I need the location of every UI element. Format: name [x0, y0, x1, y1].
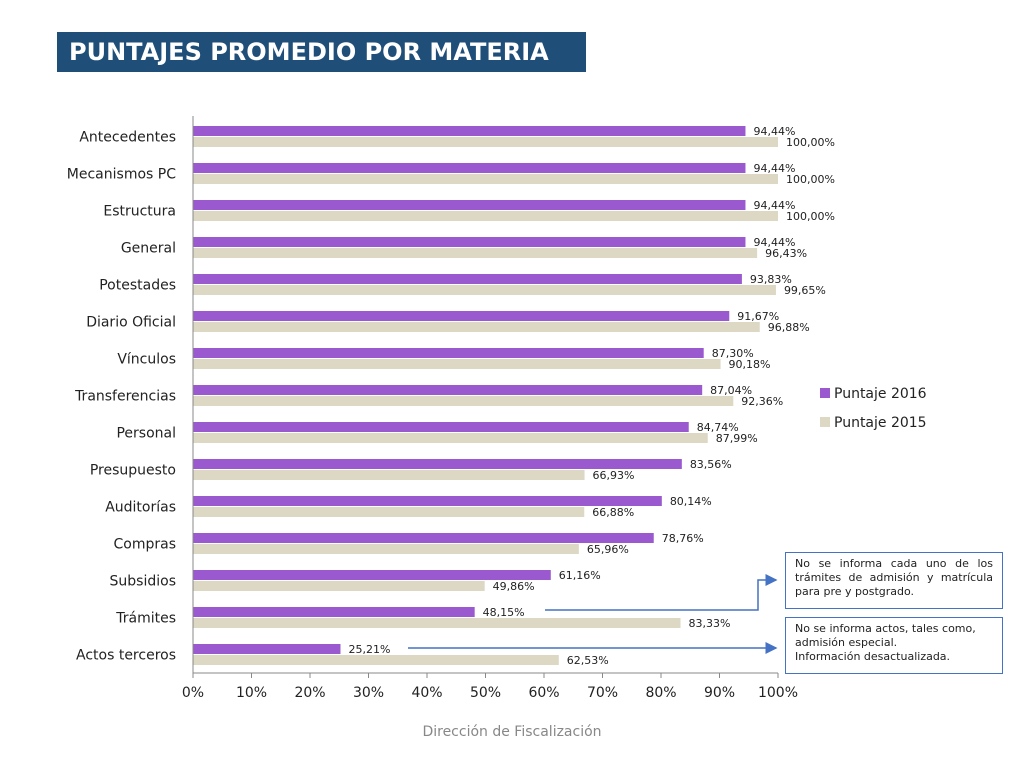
legend-swatch: [820, 417, 830, 427]
category-label: Trámites: [115, 611, 176, 627]
category-label: Antecedentes: [79, 130, 176, 146]
data-label: 66,88%: [592, 506, 634, 519]
data-label: 65,96%: [587, 543, 629, 556]
data-label: 91,67%: [737, 310, 779, 323]
data-label: 25,21%: [348, 643, 390, 656]
x-tick-label: 40%: [411, 685, 442, 701]
bar-2016: [193, 570, 551, 580]
footer-text: Dirección de Fiscalización: [422, 724, 602, 740]
category-label: Transferencias: [74, 389, 176, 405]
bar-2016: [193, 496, 662, 506]
data-label: 62,53%: [567, 654, 609, 667]
data-label: 94,44%: [753, 125, 795, 138]
bar-2015: [193, 285, 776, 295]
data-label: 49,86%: [493, 580, 535, 593]
data-label: 84,74%: [697, 421, 739, 434]
data-label: 94,44%: [753, 162, 795, 175]
x-tick-label: 80%: [645, 685, 676, 701]
bar-2016: [193, 533, 654, 543]
data-label: 94,44%: [753, 236, 795, 249]
data-label: 99,65%: [784, 284, 826, 297]
slide-title: PUNTAJES PROMEDIO POR MATERIA: [57, 32, 586, 72]
data-label: 92,36%: [741, 395, 783, 408]
bar-2015: [193, 544, 579, 554]
data-label: 66,93%: [593, 469, 635, 482]
bar-2016: [193, 607, 475, 617]
x-tick-label: 20%: [294, 685, 325, 701]
data-label: 100,00%: [786, 136, 835, 149]
category-label: General: [121, 241, 176, 257]
legend-label: Puntaje 2015: [834, 415, 927, 431]
bar-2016: [193, 237, 746, 247]
category-label: Compras: [114, 537, 177, 553]
bar-2015: [193, 322, 760, 332]
bar-2015: [193, 507, 585, 517]
bar-2016: [193, 644, 341, 654]
bar-2015: [193, 248, 758, 258]
legend-swatch: [820, 388, 830, 398]
x-tick-label: 0%: [182, 685, 204, 701]
data-label: 96,43%: [765, 247, 807, 260]
bar-2016: [193, 311, 730, 321]
category-label: Presupuesto: [90, 463, 176, 479]
bar-2015: [193, 174, 778, 184]
data-label: 83,56%: [690, 458, 732, 471]
data-label: 78,76%: [662, 532, 704, 545]
category-label: Diario Oficial: [86, 315, 176, 331]
data-label: 100,00%: [786, 173, 835, 186]
bar-2015: [193, 581, 485, 591]
category-label: Estructura: [103, 204, 176, 220]
data-label: 83,33%: [688, 617, 730, 630]
bar-2016: [193, 126, 746, 136]
category-label: Actos terceros: [76, 648, 176, 664]
bar-2016: [193, 422, 689, 432]
data-label: 48,15%: [483, 606, 525, 619]
bar-2016: [193, 459, 682, 469]
x-tick-label: 30%: [353, 685, 384, 701]
bar-2015: [193, 470, 585, 480]
legend-label: Puntaje 2016: [834, 386, 927, 402]
data-label: 93,83%: [750, 273, 792, 286]
x-tick-label: 50%: [470, 685, 501, 701]
bar-2016: [193, 200, 746, 210]
data-label: 100,00%: [786, 210, 835, 223]
bar-2015: [193, 433, 708, 443]
note-actos-terceros: No se informa actos, tales como, admisió…: [785, 617, 1003, 674]
x-tick-label: 10%: [236, 685, 267, 701]
category-label: Personal: [116, 426, 176, 442]
category-label: Auditorías: [105, 500, 176, 516]
data-label: 80,14%: [670, 495, 712, 508]
bar-2015: [193, 618, 681, 628]
category-label: Potestades: [99, 278, 176, 294]
x-tick-label: 90%: [704, 685, 735, 701]
x-tick-label: 60%: [528, 685, 559, 701]
data-label: 96,88%: [768, 321, 810, 334]
category-label: Vínculos: [117, 352, 176, 368]
note-tramites: No se informa cada uno de los trámites d…: [785, 552, 1003, 609]
bar-2015: [193, 655, 559, 665]
bar-2016: [193, 385, 703, 395]
data-label: 87,30%: [712, 347, 754, 360]
x-tick-label: 100%: [758, 685, 798, 701]
bar-2015: [193, 211, 778, 221]
category-label: Subsidios: [110, 574, 176, 590]
bar-2016: [193, 163, 746, 173]
data-label: 87,04%: [710, 384, 752, 397]
data-label: 87,99%: [716, 432, 758, 445]
bar-2015: [193, 359, 721, 369]
bar-2016: [193, 348, 704, 358]
bar-2016: [193, 274, 742, 284]
data-label: 94,44%: [753, 199, 795, 212]
data-label: 90,18%: [729, 358, 771, 371]
x-tick-label: 70%: [587, 685, 618, 701]
bar-2015: [193, 396, 734, 406]
callout-arrow-tramites: [545, 574, 778, 611]
bar-2015: [193, 137, 778, 147]
data-label: 61,16%: [559, 569, 601, 582]
category-label: Mecanismos PC: [67, 167, 176, 183]
